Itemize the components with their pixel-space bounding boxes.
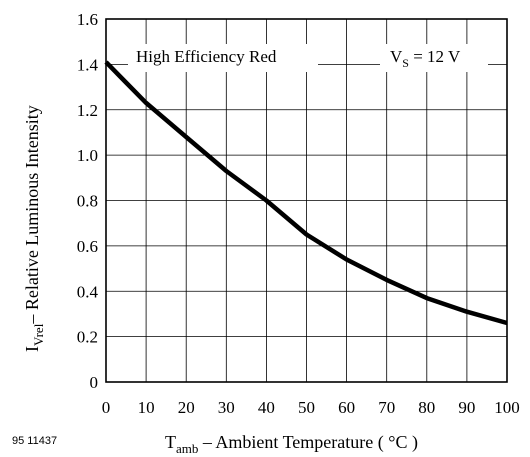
figure-id: 95 11437 — [12, 435, 57, 447]
x-tick-label: 40 — [258, 398, 275, 417]
legend-box-right — [380, 44, 488, 72]
y-tick-label: 0.4 — [77, 282, 99, 301]
x-tick-label: 10 — [138, 398, 155, 417]
x-tick-label: 100 — [494, 398, 520, 417]
x-tick-label: 20 — [178, 398, 195, 417]
y-tick-label: 0 — [90, 373, 99, 392]
y-tick-labels: 0 0.2 0.4 0.6 0.8 1.0 1.2 1.4 1.6 — [77, 10, 99, 392]
y-tick-label: 1.2 — [77, 101, 98, 120]
plot-frame — [105, 18, 508, 383]
x-tick-label: 90 — [458, 398, 475, 417]
x-tick-label: 30 — [218, 398, 235, 417]
annotation-supply-voltage: VS = 12 V — [390, 47, 461, 70]
y-tick-label: 0.8 — [77, 192, 98, 211]
intensity-curve — [104, 60, 508, 326]
annotation-series-label: High Efficiency Red — [136, 47, 277, 66]
grid — [106, 19, 507, 382]
y-tick-label: 0.6 — [77, 237, 98, 256]
x-tick-labels: 0 10 20 30 40 50 60 70 80 90 100 — [102, 398, 520, 417]
y-tick-label: 0.2 — [77, 328, 98, 347]
y-tick-label: 1.4 — [77, 55, 99, 74]
y-tick-label: 1.6 — [77, 10, 98, 29]
x-tick-label: 50 — [298, 398, 315, 417]
x-tick-label: 80 — [418, 398, 435, 417]
x-axis-label: Tamb – Ambient Temperature ( °C ) — [165, 432, 418, 456]
y-tick-label: 1.0 — [77, 146, 98, 165]
x-tick-label: 0 — [102, 398, 111, 417]
legend-box-left — [128, 44, 318, 72]
y-axis-label: IVrel– Relative Luminous Intensity — [22, 105, 46, 352]
x-tick-label: 60 — [338, 398, 355, 417]
x-tick-label: 70 — [378, 398, 395, 417]
